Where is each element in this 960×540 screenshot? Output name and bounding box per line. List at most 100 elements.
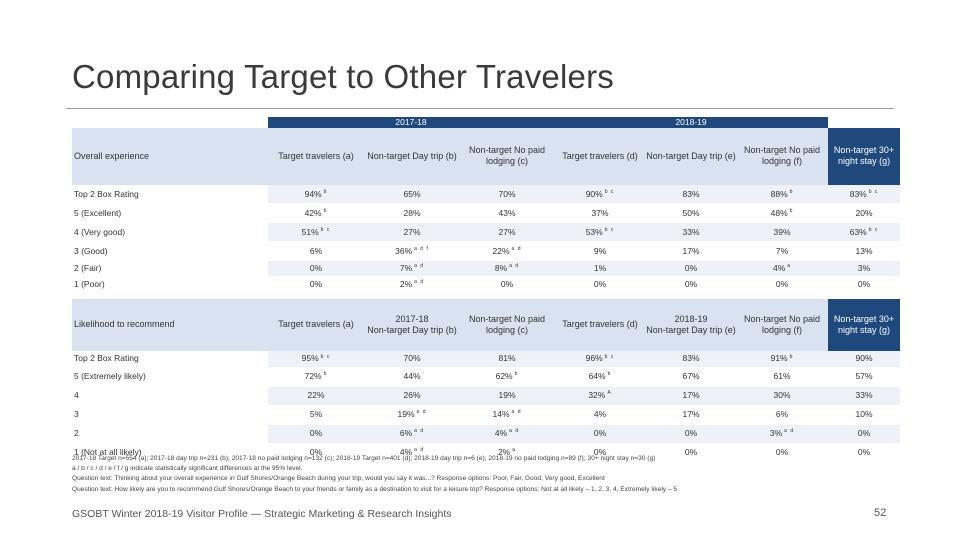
- column-header: 2018-19 Non-target Day trip (e): [646, 299, 736, 351]
- period-label-2018-19: 2018-19: [674, 313, 708, 324]
- table-cell: 91% b: [736, 351, 828, 368]
- table-cell: 62% b: [460, 367, 554, 387]
- significance-marker: a d: [784, 428, 795, 435]
- table-cell: 51% b c: [268, 222, 364, 243]
- table-cell: 88% b: [736, 184, 829, 205]
- cell-value: 0%: [593, 279, 607, 290]
- table-cell: 33%: [646, 222, 737, 243]
- table-cell: 53% b c: [554, 222, 647, 243]
- table-cell: 17%: [646, 386, 736, 406]
- table-cell: 4%: [554, 405, 646, 425]
- significance-marker: a: [512, 447, 517, 454]
- cell-value: 6%: [399, 428, 413, 439]
- period-label-2017-18: 2017-18: [268, 117, 555, 128]
- page-number: 52: [874, 507, 887, 519]
- table-cell: 70%: [460, 184, 555, 205]
- significance-marker: b c: [868, 188, 879, 195]
- table-cell: 10%: [828, 405, 900, 425]
- table-row: 4 (Very good) 51% b c 27% 27% 53% b c 33% 39% 63%…: [72, 222, 901, 243]
- cell-value: 30%: [773, 390, 791, 401]
- cell-value: 0%: [593, 447, 607, 458]
- significance-marker: a d: [511, 245, 522, 252]
- column-header: Non-target No paid lodging (c): [460, 299, 554, 351]
- cell-value: 33%: [855, 390, 873, 401]
- table-cell: 90% b c: [554, 184, 647, 205]
- significance-marker: b: [323, 371, 328, 378]
- significance-marker: a d: [509, 263, 520, 270]
- row-label: 4 (Very good): [72, 222, 268, 243]
- cell-value: 14%: [492, 409, 510, 420]
- column-header-text: Non-target Day trip (e): [646, 325, 736, 335]
- row-label: 1 (Not at all likely): [72, 443, 268, 463]
- footnote-question-experience: Question text: Thinking about your overa…: [72, 475, 605, 483]
- cell-value: 61%: [773, 371, 791, 382]
- table-cell: 95% b c: [268, 351, 364, 368]
- cell-value: 4%: [494, 428, 508, 439]
- table-cell: 0%: [268, 276, 364, 294]
- table-cell: 3% a d: [736, 424, 828, 444]
- table-cell: 14% a d: [460, 405, 554, 425]
- cell-value: 70%: [498, 188, 516, 199]
- significance-marker: b c: [604, 226, 615, 233]
- table-row: 3 5% 19% a d 14% a d 4% 17% 6% 10%: [72, 405, 900, 425]
- cell-value: 13%: [855, 245, 873, 256]
- table-cell: 28%: [364, 203, 460, 224]
- title-divider: [66, 108, 894, 109]
- table-cell: 19% a d: [364, 405, 460, 425]
- table-cell: 0%: [268, 260, 364, 278]
- cell-value: 0%: [857, 428, 871, 439]
- cell-value: 27%: [403, 226, 421, 237]
- significance-marker: b: [323, 188, 328, 195]
- period-label-2018-19: 2018-19: [554, 117, 829, 128]
- table-cell: 20%: [828, 203, 901, 224]
- column-header: Target travelers (d): [554, 299, 646, 351]
- table-cell: 22% a d: [460, 241, 555, 262]
- table-cell: 83%: [646, 184, 737, 205]
- table-cell: 48% b: [736, 203, 829, 224]
- table-cell: 83% b c: [828, 184, 901, 205]
- table-row: 5 (Excellent) 42% b 28% 43% 37% 50% 48% b 20%: [72, 203, 901, 224]
- cell-value: 2%: [497, 447, 511, 458]
- footnote-significance: a / b / c / d / e / f / g indicate stati…: [72, 465, 303, 473]
- table-cell: 0%: [828, 276, 901, 294]
- footnotes: 2017-18 Target n=554 (a); 2017-18 day tr…: [72, 454, 902, 495]
- cell-value: 67%: [682, 371, 700, 382]
- cell-value: 62%: [495, 371, 513, 382]
- cell-value: 0%: [684, 428, 698, 439]
- cell-value: 4%: [593, 409, 607, 420]
- significance-marker: a d: [509, 428, 520, 435]
- cell-value: 65%: [403, 188, 421, 199]
- significance-marker: b: [789, 188, 794, 195]
- table-cell: 61%: [736, 367, 828, 387]
- cell-value: 0%: [775, 279, 789, 290]
- cell-value: 22%: [492, 245, 510, 256]
- cell-value: 33%: [682, 226, 700, 237]
- significance-marker: a d: [414, 447, 425, 454]
- column-header: Target travelers (a): [268, 127, 364, 185]
- cell-value: 5%: [309, 409, 323, 420]
- cell-value: 83%: [682, 353, 700, 364]
- significance-marker: a d: [416, 409, 427, 416]
- cell-value: 3%: [857, 263, 871, 274]
- cell-value: 90%: [855, 353, 873, 364]
- cell-value: 19%: [397, 409, 415, 420]
- table-cell: 0%: [736, 276, 829, 294]
- table-cell: 0%: [554, 276, 647, 294]
- row-label: 2: [72, 424, 268, 444]
- table-cell: 4% a d: [364, 443, 460, 463]
- table-row: 5 (Extremely likely) 72% b 44% 62% b 64% b 67% 61…: [72, 367, 900, 387]
- cell-value: 70%: [403, 353, 421, 364]
- cell-value: 8%: [494, 263, 508, 274]
- table-cell: 27%: [460, 222, 555, 243]
- table-cell: 4% a d: [460, 424, 554, 444]
- cell-value: 42%: [304, 207, 322, 218]
- cell-value: 0%: [684, 447, 698, 458]
- significance-marker: b: [514, 371, 519, 378]
- table-row: Top 2 Box Rating 94% b 65% 70% 90% b c 83% 88% b 8…: [72, 184, 901, 205]
- table-cell: 42% b: [268, 203, 364, 224]
- row-label: 2 (Fair): [72, 260, 268, 278]
- table-row: 2 (Fair) 0% 7% a d 8% a d 1% 0% 4% a 3%: [72, 260, 901, 278]
- cell-value: 96%: [585, 353, 603, 364]
- period-label-2017-18: 2017-18: [395, 313, 429, 324]
- significance-marker: a d f: [414, 245, 429, 252]
